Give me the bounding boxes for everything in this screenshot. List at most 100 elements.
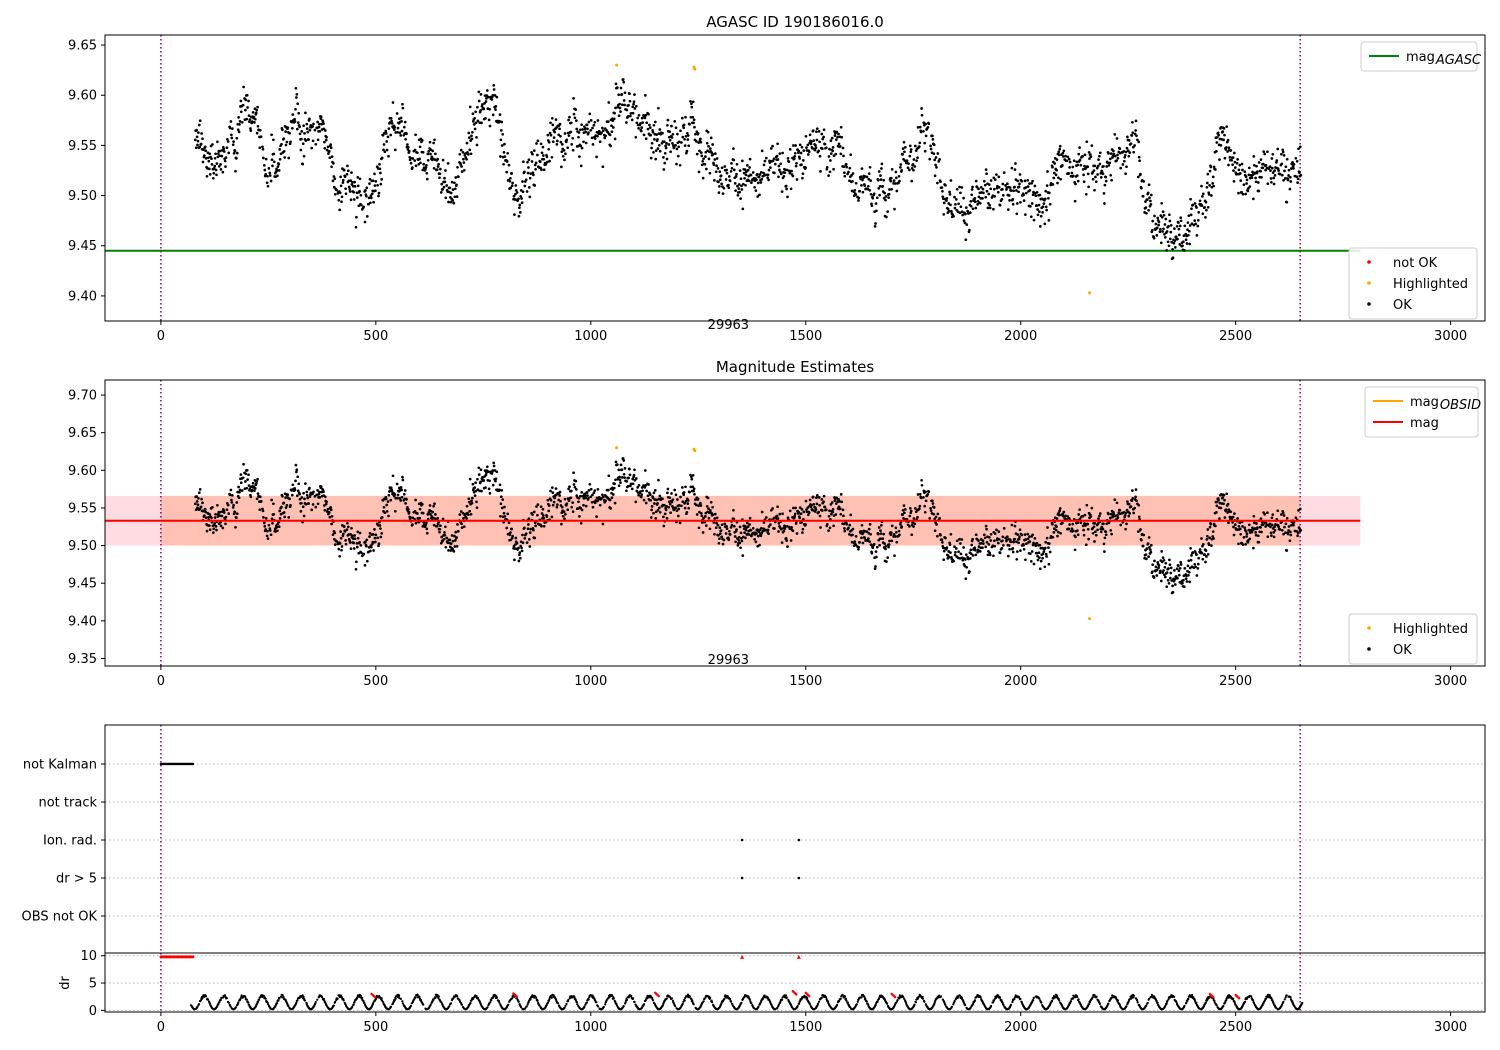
panel2-ok-point [929, 506, 932, 510]
panel2-ok-point [282, 511, 286, 514]
panel1-ok-point [754, 189, 758, 192]
panel2-ok-point [725, 527, 729, 531]
panel1-ok-point [1015, 212, 1019, 216]
panel2-ok-point [1055, 525, 1058, 528]
panel2-ok-point [897, 529, 901, 533]
panel1-ok-point [845, 165, 849, 169]
panel1-ok-point [882, 196, 886, 200]
panel2-ok-point [205, 529, 209, 533]
panel1-ok-point [355, 191, 359, 195]
panel2-ok-point [749, 528, 753, 532]
panel2-ok-point [694, 498, 697, 501]
panel2-ok-point [1039, 559, 1043, 563]
panel2-ok-point [656, 508, 660, 512]
panel2-ok-point [890, 524, 894, 528]
panel1-ok-point [894, 170, 898, 174]
panel2-ok-point [314, 505, 318, 509]
panel2-xtick-label: 3000 [1434, 674, 1467, 689]
panel2-ok-point [1250, 530, 1254, 534]
panel1-ok-point [1261, 166, 1265, 170]
panel2-ok-point [993, 544, 997, 548]
panel2-ok-point [1228, 515, 1232, 519]
panel1-ok-point [272, 160, 276, 164]
panel2-ok-point [810, 503, 813, 507]
panel1-ok-point [208, 152, 212, 156]
panel1-ok-point [1175, 224, 1179, 228]
panel2-ok-point [1223, 498, 1226, 502]
panel2-ok-point [1131, 489, 1134, 492]
panel2-ok-point [498, 483, 502, 487]
panel2-ok-point [671, 498, 675, 502]
panel1-ok-point [323, 140, 326, 144]
panel1-ok-point [629, 111, 633, 115]
panel2-ok-point [989, 532, 993, 536]
panel2-ok-point [985, 540, 989, 544]
panel2-ok-point [707, 507, 710, 510]
panel2-ok-point [481, 475, 484, 479]
panel1-ok-point [1017, 190, 1020, 194]
panel1-ok-point [962, 196, 965, 200]
panel2-ok-point [305, 490, 309, 494]
panel2-ok-point [457, 530, 460, 533]
panel1-ok-point [938, 158, 941, 161]
panel1-ok-point [337, 198, 341, 202]
panel1-ok-point [822, 128, 826, 132]
panel1-ok-point [787, 169, 791, 173]
panel1-ok-point [1245, 178, 1249, 182]
magnitude-estimates-panel: Magnitude Estimates 0 500 1000 1500 2000 2500… [68, 358, 1486, 689]
panel2-ok-point [383, 511, 387, 515]
panel2-ok-point [406, 507, 410, 511]
panel2-ok-point [377, 542, 381, 546]
panel1-ok-point [691, 100, 695, 104]
panel1-ok-point [603, 136, 607, 140]
panel1-ok-point [614, 82, 618, 86]
panel1-xtick-label: 2000 [1004, 329, 1037, 344]
panel2-ok-point [1082, 528, 1085, 532]
panel1-ok-point [1045, 184, 1049, 187]
panel1-ok-point [609, 144, 612, 148]
panel2-ok-point [1201, 542, 1205, 546]
panel1-ok-point [1015, 202, 1019, 205]
panel1-ok-point [501, 132, 505, 136]
panel1-ok-point [439, 167, 442, 171]
panel2-ok-point [197, 497, 200, 500]
panel1-ok-point [287, 156, 291, 160]
panel1-ok-point [1139, 172, 1142, 176]
panel1-ok-point [1113, 154, 1117, 158]
panel1-ok-point [831, 149, 835, 153]
panel1-ok-point [584, 130, 588, 134]
panel1-ok-point [1019, 200, 1022, 204]
panel1-ok-point [241, 103, 245, 107]
panel2-ok-point [451, 539, 455, 543]
panel1-ok-point [1189, 213, 1193, 217]
panel2-ok-point [438, 530, 441, 534]
panel1-ok-point [425, 177, 429, 181]
panel1-ok-point [578, 155, 581, 158]
panel2-ok-point [1287, 525, 1291, 528]
panel2-ok-point [251, 481, 255, 485]
panel1-ok-point [477, 90, 481, 94]
panel2-ok-point [634, 500, 638, 504]
panel2-ok-point [1233, 523, 1237, 526]
panel2-ok-point [715, 516, 719, 520]
panel1-ok-point [542, 168, 546, 172]
panel1-ok-point [1094, 180, 1098, 184]
panel1-ok-point [878, 193, 881, 197]
panel1-ok-point [225, 146, 229, 150]
panel2-ok-point [654, 516, 658, 520]
panel2-ok-point [1151, 563, 1155, 567]
panel1-ok-point [984, 195, 988, 199]
panel2-ok-point [877, 526, 881, 529]
panel1-ok-point [1239, 179, 1243, 182]
panel1-ok-point [1195, 206, 1198, 209]
panel2-ok-point [1036, 554, 1039, 558]
panel1-ok-point [1022, 193, 1025, 197]
panel2-ok-point [439, 541, 443, 545]
panel1-ok-point [446, 162, 450, 165]
panel1-ok-point [1083, 153, 1087, 157]
legend-label: not OK [1393, 256, 1438, 271]
panel1-ok-point [741, 159, 744, 163]
panel1-ok-point [701, 176, 705, 180]
panel2-ok-point [797, 510, 801, 514]
panel1-ok-point [981, 197, 984, 200]
